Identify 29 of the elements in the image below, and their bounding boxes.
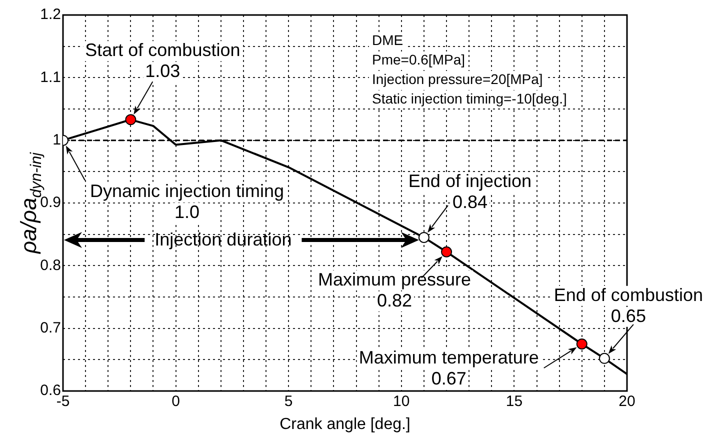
point — [441, 246, 452, 258]
annotation: Dynamic injection timing 1.0 — [90, 180, 284, 222]
y-tick-label: 0.9 — [40, 194, 61, 212]
y-tick-label: 0.8 — [40, 256, 61, 274]
annotation: Start of combustion 1.03 — [85, 40, 240, 82]
x-tick-label: 0 — [172, 393, 180, 410]
annotation: Maximum temperature 0.67 — [358, 347, 539, 388]
y-tick-label: 1.2 — [40, 6, 61, 24]
x-axis-title: Crank angle [deg.] — [280, 416, 410, 433]
y-tick-label: 1 — [52, 131, 61, 148]
y-tick-label: 1.1 — [40, 68, 61, 86]
x-tick-label: 5 — [284, 393, 293, 410]
annotation: Maximum pressure 0.82 — [318, 269, 472, 310]
y-tick-label: 0.7 — [40, 319, 61, 336]
annotation: DME — [372, 32, 404, 48]
point — [598, 352, 610, 364]
annotation: End of combustion 0.65 — [554, 284, 703, 326]
annotation: Static injection timing=-10[deg.] — [372, 90, 567, 106]
x-tick-label: 10 — [393, 393, 410, 410]
x-tick-label: 15 — [506, 393, 523, 410]
point — [576, 338, 588, 350]
y-tick-label: 0.6 — [40, 382, 61, 400]
point — [418, 232, 430, 243]
annotation: Injection duration — [154, 229, 292, 250]
annotation: End of injection 0.84 — [408, 170, 532, 212]
x-tick-label: 20 — [618, 393, 636, 410]
annotation: Injection pressure=20[MPa] — [372, 70, 543, 87]
annotation: Pme=0.6[MPa] — [372, 51, 465, 68]
point — [125, 114, 136, 126]
